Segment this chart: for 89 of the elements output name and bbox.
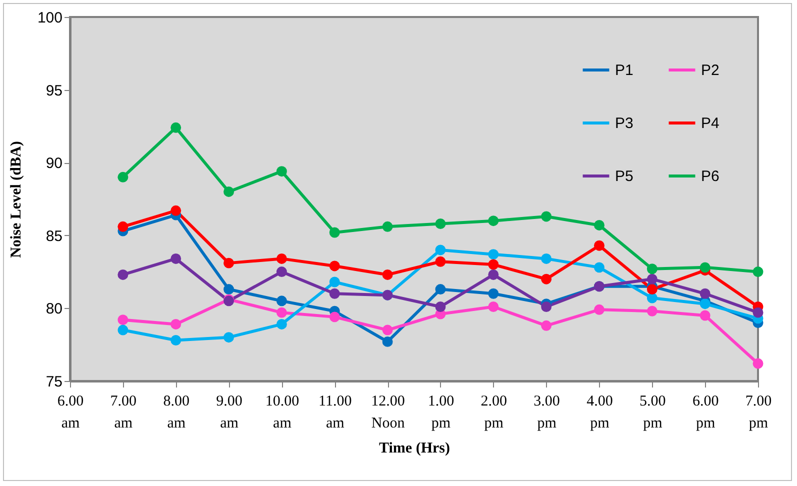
point: [700, 310, 710, 321]
x-tick-label: 7.00 pm: [745, 394, 772, 432]
x-tick-label: 2.00 pm: [480, 394, 508, 432]
point: [752, 266, 764, 278]
point: [646, 292, 658, 304]
point: [224, 284, 234, 295]
x-tick-label: 6.00 pm: [692, 394, 719, 432]
point: [488, 269, 499, 280]
legend-label: P2: [701, 62, 720, 79]
point: [752, 307, 764, 318]
point: [170, 335, 182, 346]
y-axis-title: Noise Level (dBA): [8, 141, 24, 258]
legend-label: P4: [701, 115, 720, 132]
point: [435, 302, 446, 312]
point: [700, 262, 710, 273]
point: [170, 253, 182, 264]
point: [435, 256, 446, 267]
legend-label: P3: [615, 115, 634, 132]
x-tick-label: 8.00 am: [163, 394, 190, 432]
point: [170, 318, 182, 330]
x-tick-label: 1.00 pm: [428, 394, 454, 432]
point: [118, 269, 128, 280]
x-tick-label: 5.00 pm: [640, 394, 666, 432]
legend-label: P1: [615, 62, 634, 79]
point: [646, 264, 658, 274]
x-axis-title: Time (Hrs): [379, 440, 450, 456]
point: [329, 227, 340, 238]
point: [382, 324, 393, 336]
point: [488, 249, 499, 260]
point: [646, 284, 658, 295]
point: [329, 312, 340, 322]
point: [329, 288, 340, 299]
point: [382, 336, 393, 347]
point: [435, 284, 446, 295]
point: [276, 318, 287, 330]
y-tick-label: 95: [46, 82, 62, 100]
y-tick-label: 85: [46, 228, 62, 245]
x-tick-label: 6.00 am: [57, 394, 84, 432]
x-tick-label: 4.00 pm: [586, 394, 613, 432]
point: [382, 221, 393, 232]
point: [488, 259, 499, 270]
y-tick-label: 80: [46, 300, 62, 318]
point: [646, 274, 658, 284]
point: [488, 216, 499, 226]
x-tick-label: 3.00 pm: [534, 394, 560, 432]
point: [170, 205, 182, 216]
point: [276, 166, 287, 177]
point: [118, 324, 128, 336]
y-tick-label: 100: [37, 10, 62, 26]
point: [541, 211, 552, 222]
point: [224, 332, 234, 343]
point: [118, 314, 128, 326]
x-tick-label: 7.00 am: [110, 394, 137, 432]
point: [435, 218, 446, 229]
point: [541, 302, 552, 312]
point: [276, 253, 287, 264]
point: [594, 220, 604, 230]
y-tick-label: 90: [46, 155, 62, 172]
point: [170, 122, 182, 133]
x-tick-label: 12.00 Noon: [371, 394, 406, 432]
point: [700, 288, 710, 299]
legend-label: P6: [701, 168, 720, 185]
point: [118, 221, 128, 232]
y-tick-label: 75: [46, 374, 62, 390]
point: [594, 304, 604, 315]
point: [700, 298, 710, 310]
point: [541, 253, 552, 264]
x-tick-label: 9.00 am: [216, 394, 242, 432]
point: [541, 274, 552, 284]
point: [752, 358, 764, 369]
point: [276, 296, 287, 306]
point: [541, 320, 552, 331]
point: [594, 262, 604, 273]
point: [224, 186, 234, 197]
point: [329, 260, 340, 272]
point: [488, 288, 499, 299]
point: [276, 307, 287, 318]
point: [646, 306, 658, 316]
point: [435, 244, 446, 256]
legend-label: P5: [615, 168, 634, 185]
point: [594, 240, 604, 251]
x-tick-label: 11.00 am: [318, 394, 352, 432]
x-tick-label: 10.00 am: [265, 394, 300, 432]
point: [382, 269, 393, 280]
point: [224, 258, 234, 268]
point: [488, 302, 499, 312]
point: [118, 172, 128, 182]
point: [276, 266, 287, 278]
point: [329, 276, 340, 288]
